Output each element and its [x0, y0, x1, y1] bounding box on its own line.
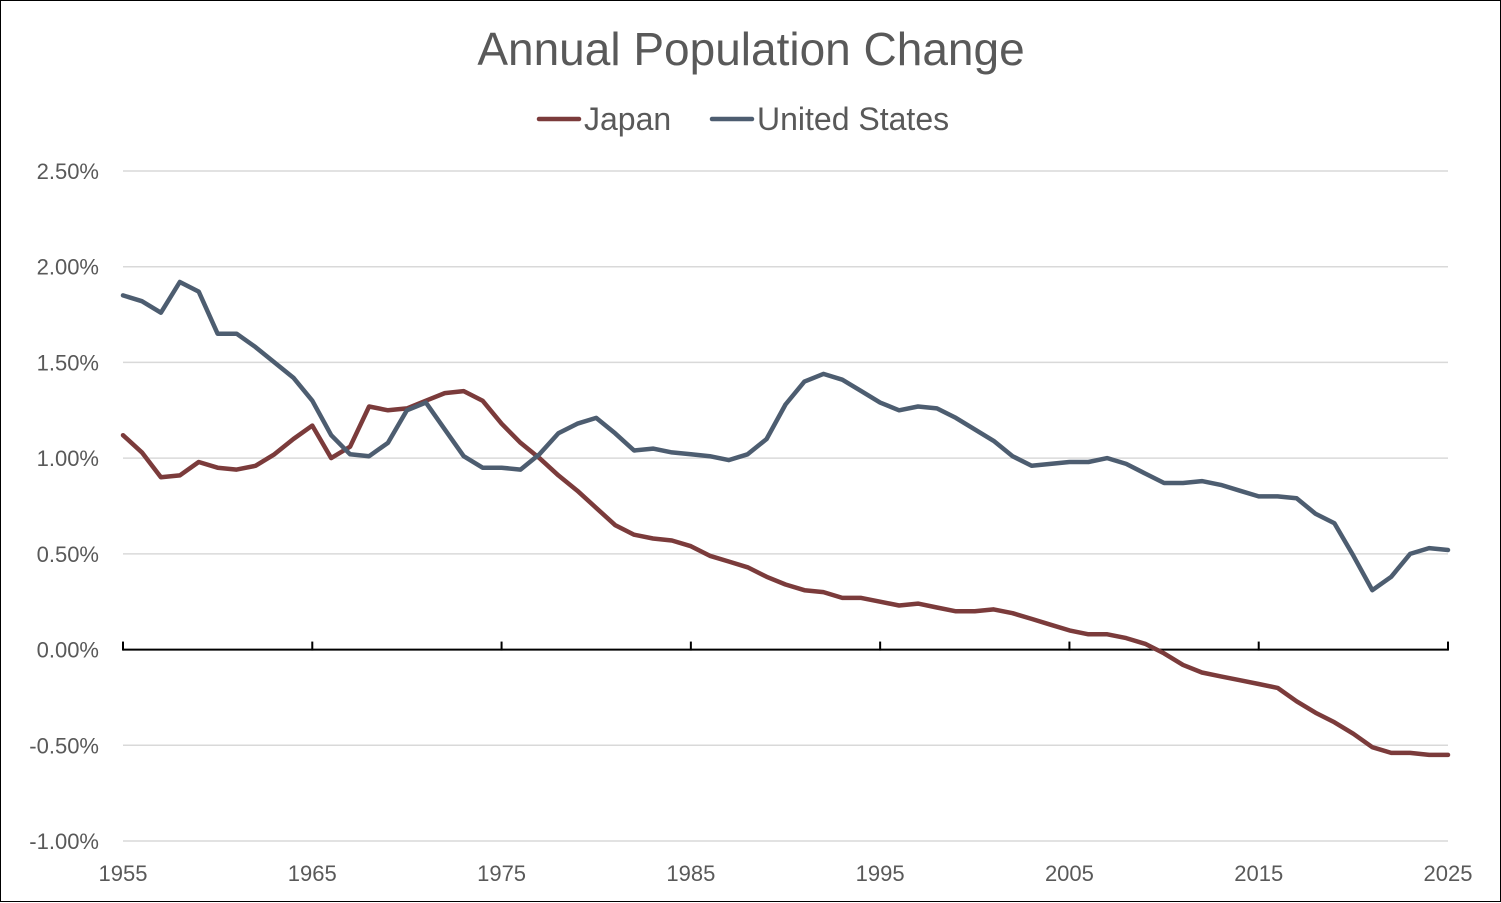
x-tick-label: 1975: [477, 861, 526, 886]
y-tick-label: 0.50%: [37, 542, 99, 567]
y-tick-label: 2.00%: [37, 255, 99, 280]
chart-title: Annual Population Change: [477, 23, 1024, 75]
x-tick-label: 2015: [1234, 861, 1283, 886]
y-tick-label: 0.00%: [37, 638, 99, 663]
x-tick-label: 1955: [99, 861, 148, 886]
x-tick-label: 2025: [1424, 861, 1473, 886]
chart-legend: Japan United States: [536, 101, 949, 137]
y-axis-tick-labels: 2.50% 2.00% 1.50% 1.00% 0.50% 0.00% -0.50% -1.0…: [29, 159, 99, 854]
x-tick-label: 1985: [666, 861, 715, 886]
series-lines: [120, 279, 1451, 758]
y-tick-label: -0.50%: [29, 733, 99, 758]
x-axis: 1955 1965 1975 1985 1995 2005 2015 2025: [99, 641, 1473, 886]
x-tick-label: 1965: [288, 861, 337, 886]
y-tick-label: -1.00%: [29, 829, 99, 854]
y-tick-label: 1.50%: [37, 350, 99, 375]
x-tick-label: 1995: [856, 861, 905, 886]
x-tick-label: 2005: [1045, 861, 1094, 886]
series-line-united-states: [120, 279, 1451, 593]
legend-label-united-states: United States: [757, 101, 949, 137]
y-tick-label: 2.50%: [37, 159, 99, 184]
series-line-japan: [120, 388, 1451, 758]
y-tick-label: 1.00%: [37, 446, 99, 471]
gridlines: [123, 170, 1448, 842]
legend-label-japan: Japan: [584, 101, 671, 137]
